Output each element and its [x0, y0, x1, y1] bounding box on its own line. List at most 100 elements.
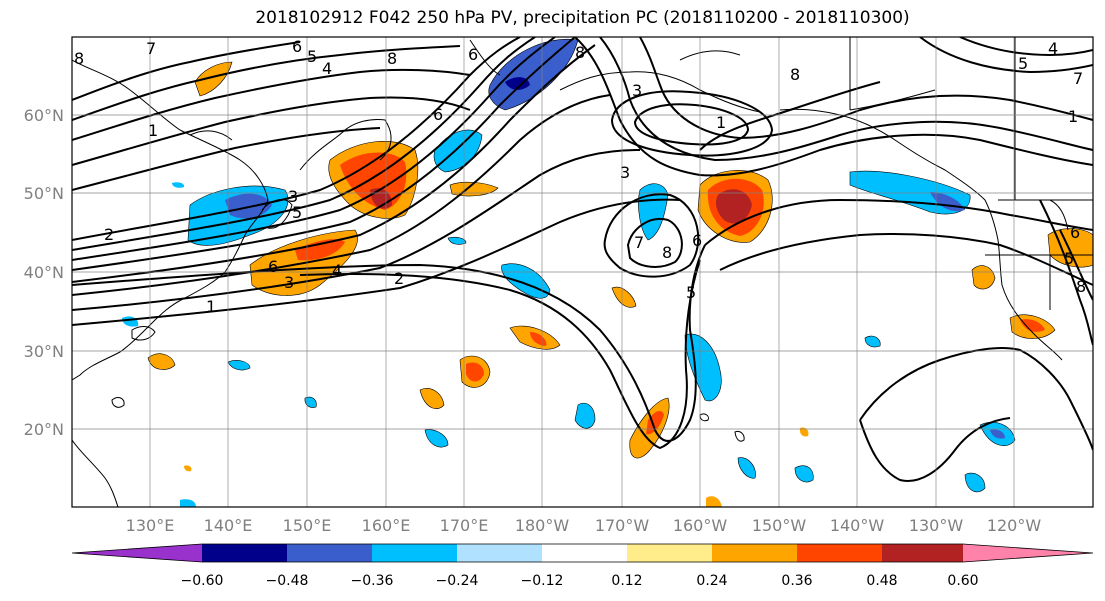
lon-label: 150°W [752, 516, 807, 535]
precip-blob [447, 236, 467, 245]
precip-blob [646, 410, 664, 435]
precip-blob [1020, 319, 1045, 332]
lon-label: 160°E [362, 516, 411, 535]
colorbar-segment [627, 544, 712, 562]
precip-blob [225, 193, 272, 219]
contour-label: 6 [468, 45, 478, 64]
precip-blob [971, 265, 996, 290]
contour-label: 6 [692, 231, 702, 250]
lon-label: 130°W [909, 516, 964, 535]
contour-label: 7 [634, 233, 644, 252]
contour-label: 8 [575, 43, 585, 62]
precip-blob [611, 286, 637, 308]
colorbar-tick-label: −0.60 [181, 573, 224, 589]
colorbar-segment [797, 544, 882, 562]
contour-label: 3 [288, 187, 298, 206]
contour-label: 6 [1070, 223, 1080, 242]
contour-label: 3 [284, 273, 294, 292]
longitude-labels: 130°E 140°E 150°E 160°E 170°E 180°W 170°… [126, 516, 1042, 535]
contour-label: 8 [387, 49, 397, 68]
colorbar-tick-label: −0.48 [266, 573, 309, 589]
precip-blob [466, 362, 484, 382]
contour-label: 8 [1076, 277, 1086, 296]
colorbar-segment [457, 544, 542, 562]
lat-label: 60°N [24, 106, 64, 125]
contour-label: 6 [268, 257, 278, 276]
contour-label: 2 [104, 225, 114, 244]
contour-label: 5 [292, 203, 302, 222]
precip-blob [638, 183, 669, 241]
precip-blob [194, 61, 233, 97]
contour-label: 7 [1073, 69, 1083, 88]
precip-blob [424, 429, 449, 448]
contour-label: 1 [148, 121, 158, 140]
contour-label: 8 [662, 243, 672, 262]
colorbar-outline [71, 543, 1094, 563]
colorbar-segment [202, 544, 287, 562]
map-title: 2018102912 F042 250 hPa PV, precipitatio… [255, 8, 910, 28]
colorbar-segment [372, 544, 457, 562]
colorbar-segment [712, 544, 797, 562]
contour-label: 5 [307, 47, 317, 66]
lat-label: 20°N [24, 420, 64, 439]
contour-label: 4 [1048, 39, 1058, 58]
contour-label: 6 [433, 105, 443, 124]
precip-blob [864, 335, 881, 348]
contour-label: 1 [1068, 107, 1078, 126]
colorbar-tick-label: 0.24 [696, 573, 727, 589]
lon-label: 140°E [204, 516, 253, 535]
contour-labels: 8 7 6 5 4 8 6 8 3 8 1 6 5 4 7 1 3 3 5 2 … [74, 37, 1086, 316]
colorbar-tick-label: −0.24 [436, 573, 479, 589]
lon-label: 140°W [830, 516, 885, 535]
map-frame [71, 36, 1094, 508]
precip-blob [737, 457, 756, 479]
precip-blob [180, 499, 196, 507]
colorbar-tick-label: 0.36 [781, 573, 812, 589]
colorbar-tick-label: 0.12 [611, 573, 642, 589]
contour-label: 8 [790, 65, 800, 84]
colorbar-tick-label: −0.36 [351, 573, 394, 589]
contour-label: 8 [74, 49, 84, 68]
precip-blob [1047, 228, 1093, 268]
precip-blob [147, 353, 176, 370]
lon-label: 120°W [987, 516, 1042, 535]
lon-label: 160°W [673, 516, 728, 535]
lat-label: 40°N [24, 263, 64, 282]
colorbar-tick-label: 0.48 [866, 573, 897, 589]
precip-blob [227, 360, 251, 371]
precip-blob [964, 472, 986, 493]
contour-label: 5 [1018, 54, 1028, 73]
precip-blob [505, 77, 530, 90]
contour-label: 1 [206, 297, 216, 316]
colorbar: −0.60 −0.48 −0.36 −0.24 −0.12 0.12 0.24 … [71, 543, 1094, 589]
contour-label: 7 [146, 39, 156, 58]
precip-blob [706, 496, 722, 507]
contour-label: 6 [292, 37, 302, 56]
precip-blob [990, 429, 1005, 439]
precip-blob [172, 182, 185, 188]
colorbar-tick-label: 0.60 [947, 573, 978, 589]
latitude-labels: 60°N 50°N 40°N 30°N 20°N [24, 106, 64, 439]
colorbar-extend-low [72, 544, 202, 562]
colorbar-segment [287, 544, 372, 562]
contour-label: 4 [332, 261, 342, 280]
lon-label: 150°E [283, 516, 332, 535]
contour-label: 2 [394, 269, 404, 288]
precip-blob [295, 239, 345, 261]
contour-label: 1 [716, 113, 726, 132]
lon-label: 170°W [595, 516, 650, 535]
contour-label: 5 [1064, 249, 1074, 268]
precip-blob [574, 402, 596, 429]
contour-label: 3 [632, 81, 642, 100]
lon-label: 130°E [126, 516, 175, 535]
precip-blob [184, 465, 192, 472]
precip-blob [304, 396, 317, 408]
gridlines [72, 37, 1093, 507]
colorbar-tick-label: −0.12 [521, 573, 564, 589]
colorbar-segment [882, 544, 963, 562]
lat-label: 30°N [24, 342, 64, 361]
precip-blob [419, 388, 445, 409]
precip-blob [716, 189, 752, 224]
colorbar-extend-high [963, 544, 1093, 562]
